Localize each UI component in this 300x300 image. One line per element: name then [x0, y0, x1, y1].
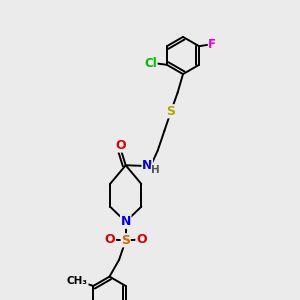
Text: O: O [105, 233, 116, 246]
Text: CH₃: CH₃ [67, 275, 88, 286]
Text: Cl: Cl [144, 57, 157, 70]
Text: N: N [121, 215, 131, 228]
Text: H: H [151, 165, 160, 175]
Text: O: O [115, 139, 126, 152]
Text: O: O [136, 233, 147, 246]
Text: S: S [167, 105, 176, 118]
Text: F: F [208, 38, 216, 51]
Text: N: N [142, 159, 152, 172]
Text: S: S [121, 234, 130, 247]
